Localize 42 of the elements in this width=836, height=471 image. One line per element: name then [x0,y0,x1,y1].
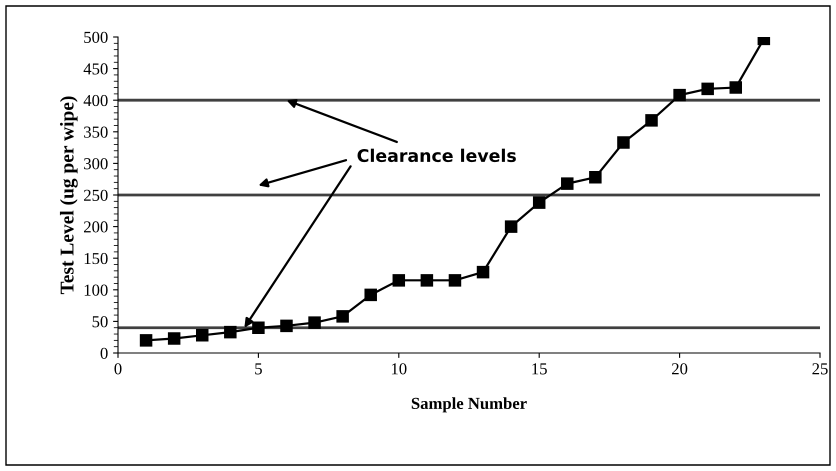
point [476,266,490,278]
point [589,171,602,184]
point [224,326,237,338]
y-tick-label: 150 [84,252,108,264]
point [308,316,321,329]
annotation: Clearance levels [358,148,516,162]
point [617,136,630,149]
x-tick-label: 10 [392,363,406,374]
x-tick-label: 15 [532,363,547,374]
point [701,82,714,96]
y-tick-label: 50 [92,316,108,328]
y-tick-label: 200 [84,221,108,233]
point [280,320,293,332]
point [673,88,686,102]
point [730,81,742,94]
point [336,310,349,323]
point [140,334,152,347]
point [561,177,574,190]
point [420,274,434,287]
point [364,288,377,302]
x-tick-label: 0 [114,363,122,374]
x-axis-title: Sample Number [412,397,527,412]
x-tick-label: 20 [672,363,688,374]
point [504,220,518,233]
y-axis-title: Test Level (ug per wipe) [60,96,78,294]
point [252,321,265,334]
point [645,114,658,127]
point [448,274,462,287]
point [532,196,546,209]
x-tick-label: 5 [255,363,262,374]
y-tick-label: 0 [100,348,108,359]
point [168,332,180,345]
y-tick-label: 500 [84,32,108,43]
x-tick-label: 25 [812,363,828,374]
y-tick-label: 300 [84,158,108,170]
y-tick-label: 350 [84,126,108,138]
point [196,329,208,342]
y-tick-label: 250 [84,190,108,201]
y-tick-label: 450 [84,63,108,75]
y-tick-label: 400 [84,94,108,106]
y-tick-label: 100 [84,284,108,296]
point [392,274,406,287]
